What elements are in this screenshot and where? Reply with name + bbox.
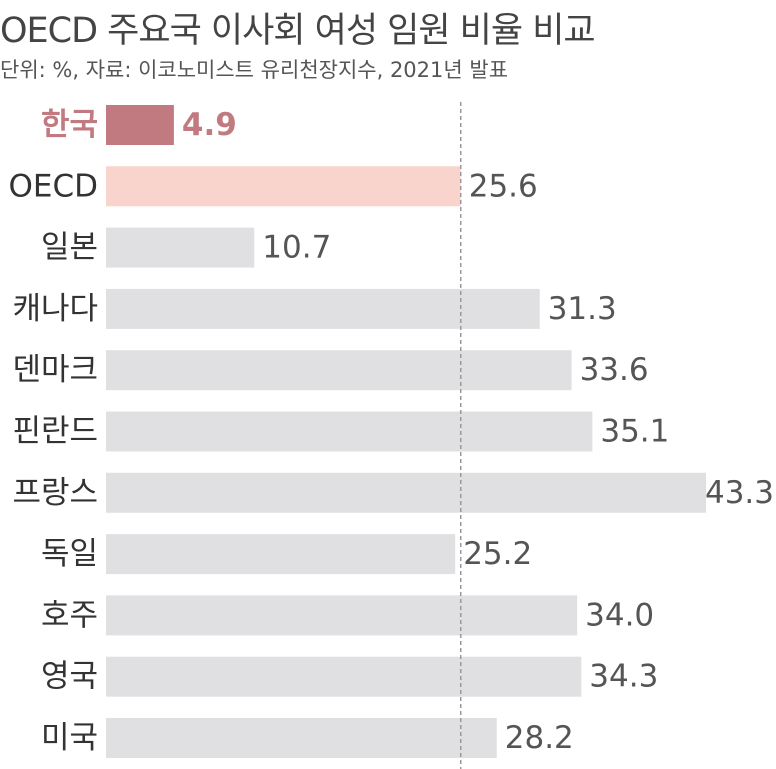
value-label-5: 35.1 [600, 414, 669, 450]
category-label-5: 핀란드 [12, 414, 98, 450]
value-label-2: 10.7 [262, 230, 331, 266]
bar-4 [106, 350, 572, 391]
bar-0 [106, 105, 174, 145]
value-label-0: 4.9 [182, 107, 237, 143]
chart-title: OECD 주요국 이사회 여성 임원 비율 비교 [0, 11, 596, 51]
category-label-0: 한국 [41, 107, 98, 143]
category-label-9: 영국 [41, 659, 98, 695]
bar-2 [106, 227, 255, 268]
bar-5 [106, 411, 593, 452]
bar-7 [106, 534, 456, 575]
value-label-3: 31.3 [548, 291, 617, 327]
value-label-6: 43.3 [705, 475, 774, 511]
value-label-9: 34.3 [589, 659, 658, 695]
category-label-6: 프랑스 [12, 475, 98, 511]
bar-10 [106, 718, 497, 758]
category-label-4: 덴마크 [12, 352, 98, 388]
category-label-7: 독일 [41, 536, 98, 572]
category-label-1: OECD [8, 168, 98, 204]
bar-3 [106, 288, 540, 329]
bar-9 [106, 656, 582, 697]
value-label-1: 25.6 [469, 168, 538, 204]
category-label-10: 미국 [41, 720, 98, 756]
bar-6 [106, 472, 706, 513]
chart-subtitle: 단위: %, 자료: 이코노미스트 유리천장지수, 2021년 발표 [0, 58, 509, 82]
category-label-3: 캐나다 [12, 291, 98, 327]
value-label-4: 33.6 [580, 352, 649, 388]
bar-1 [106, 166, 461, 207]
value-label-8: 34.0 [585, 597, 654, 633]
category-label-8: 호주 [41, 597, 98, 633]
value-label-7: 25.2 [463, 536, 532, 572]
value-label-10: 28.2 [505, 720, 574, 756]
bar-8 [106, 595, 578, 636]
category-label-2: 일본 [41, 230, 98, 266]
